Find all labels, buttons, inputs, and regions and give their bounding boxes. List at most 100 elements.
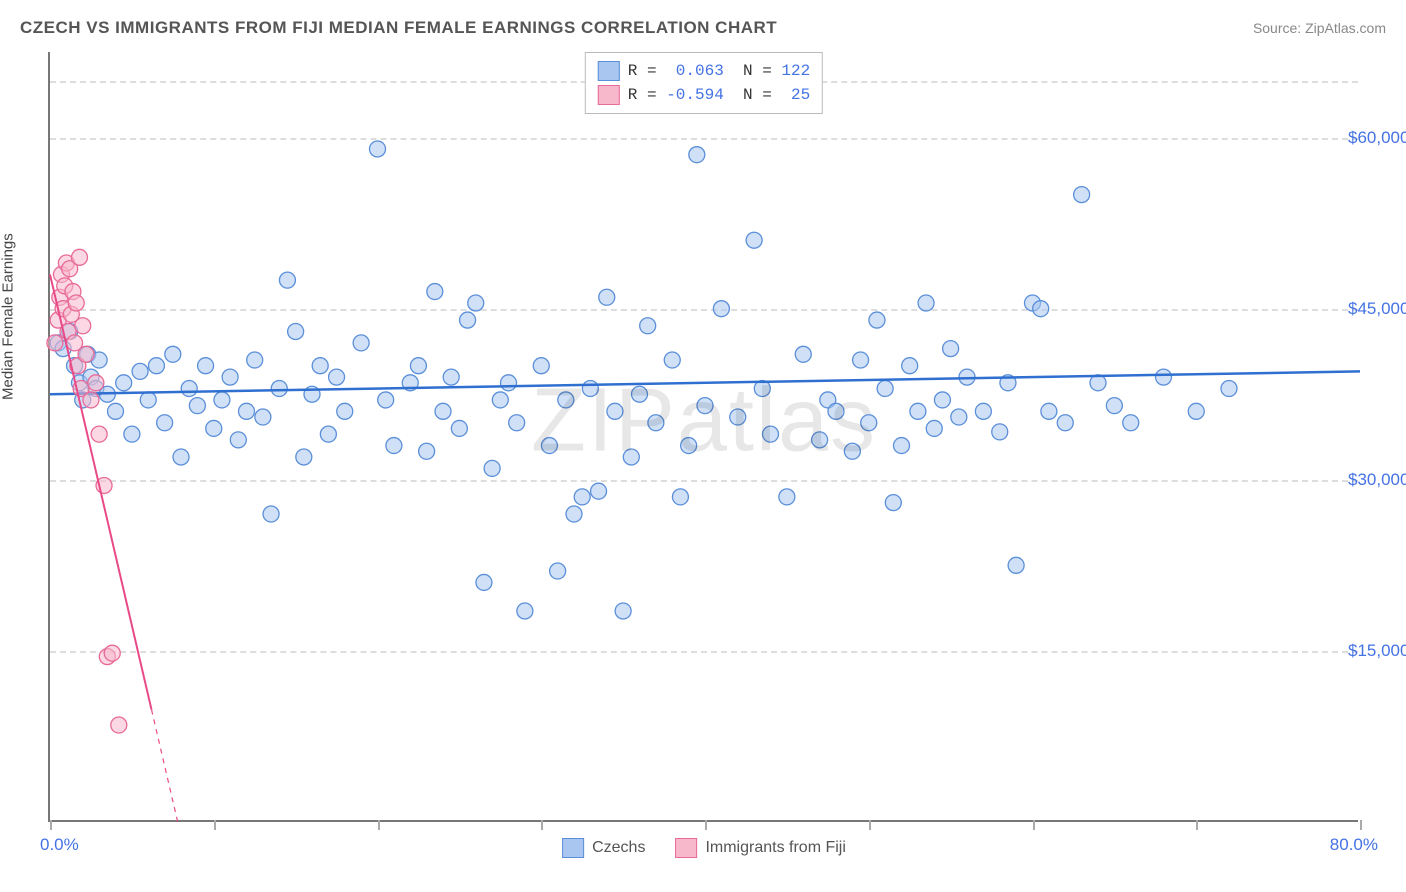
data-point	[214, 392, 230, 408]
x-min-label: 0.0%	[40, 835, 79, 855]
data-point	[230, 432, 246, 448]
data-point	[435, 403, 451, 419]
data-point	[91, 426, 107, 442]
data-point	[607, 403, 623, 419]
data-point	[992, 424, 1008, 440]
data-point	[599, 289, 615, 305]
data-point	[476, 574, 492, 590]
data-point	[484, 460, 500, 476]
data-point	[132, 363, 148, 379]
data-point	[329, 369, 345, 385]
legend-item: Immigrants from Fiji	[675, 838, 845, 858]
data-point	[812, 432, 828, 448]
data-point	[713, 301, 729, 317]
data-point	[386, 438, 402, 454]
data-point	[902, 358, 918, 374]
data-point	[189, 398, 205, 414]
data-point	[763, 426, 779, 442]
data-point	[640, 318, 656, 334]
legend-label: Immigrants from Fiji	[705, 839, 845, 857]
data-point	[1033, 301, 1049, 317]
data-point	[501, 375, 517, 391]
data-point	[222, 369, 238, 385]
data-point	[869, 312, 885, 328]
scatter-plot	[50, 52, 1358, 820]
data-point	[460, 312, 476, 328]
data-point	[1008, 557, 1024, 573]
data-point	[1074, 187, 1090, 203]
data-point	[468, 295, 484, 311]
x-tick	[214, 820, 216, 830]
source-label: Source: ZipAtlas.com	[1253, 20, 1386, 36]
data-point	[943, 341, 959, 357]
data-point	[181, 381, 197, 397]
x-tick	[1360, 820, 1362, 830]
x-tick	[1033, 820, 1035, 830]
legend-item: Czechs	[562, 838, 645, 858]
data-point	[255, 409, 271, 425]
stats-legend: R = 0.063 N = 122R = -0.594 N = 25	[585, 52, 823, 114]
data-point	[541, 438, 557, 454]
stats-text: R = -0.594 N = 25	[628, 83, 810, 107]
data-point	[427, 284, 443, 300]
data-point	[157, 415, 173, 431]
data-point	[288, 323, 304, 339]
data-point	[75, 318, 91, 334]
data-point	[1041, 403, 1057, 419]
data-point	[582, 381, 598, 397]
x-tick	[705, 820, 707, 830]
data-point	[894, 438, 910, 454]
data-point	[111, 717, 127, 733]
data-point	[239, 403, 255, 419]
data-point	[108, 403, 124, 419]
data-point	[509, 415, 525, 431]
legend-swatch	[598, 85, 620, 105]
x-tick	[541, 820, 543, 830]
data-point	[918, 295, 934, 311]
data-point	[320, 426, 336, 442]
data-point	[140, 392, 156, 408]
data-point	[681, 438, 697, 454]
data-point	[124, 426, 140, 442]
data-point	[279, 272, 295, 288]
x-tick	[50, 820, 52, 830]
data-point	[451, 420, 467, 436]
data-point	[104, 645, 120, 661]
data-point	[165, 346, 181, 362]
chart-title: CZECH VS IMMIGRANTS FROM FIJI MEDIAN FEM…	[20, 18, 777, 38]
data-point	[853, 352, 869, 368]
data-point	[78, 346, 94, 362]
data-point	[370, 141, 386, 157]
x-tick	[378, 820, 380, 830]
data-point	[779, 489, 795, 505]
data-point	[83, 392, 99, 408]
chart-area: $15,000$30,000$45,000$60,000 ZIPatlas R …	[48, 52, 1358, 822]
data-point	[1156, 369, 1172, 385]
data-point	[68, 295, 84, 311]
data-point	[378, 392, 394, 408]
trend-line	[50, 274, 152, 709]
legend-swatch	[598, 61, 620, 81]
data-point	[492, 392, 508, 408]
x-tick	[869, 820, 871, 830]
x-max-label: 80.0%	[1330, 835, 1378, 855]
data-point	[47, 335, 63, 351]
data-point	[844, 443, 860, 459]
data-point	[926, 420, 942, 436]
header: CZECH VS IMMIGRANTS FROM FIJI MEDIAN FEM…	[20, 18, 1386, 38]
legend-swatch	[562, 838, 584, 858]
data-point	[71, 249, 87, 265]
data-point	[877, 381, 893, 397]
stats-text: R = 0.063 N = 122	[628, 59, 810, 83]
data-point	[934, 392, 950, 408]
data-point	[632, 386, 648, 402]
data-point	[591, 483, 607, 499]
bottom-legend: Czechs Immigrants from Fiji	[562, 838, 846, 858]
data-point	[951, 409, 967, 425]
data-point	[263, 506, 279, 522]
data-point	[353, 335, 369, 351]
data-point	[1123, 415, 1139, 431]
stats-row: R = 0.063 N = 122	[598, 59, 810, 83]
data-point	[198, 358, 214, 374]
data-point	[615, 603, 631, 619]
